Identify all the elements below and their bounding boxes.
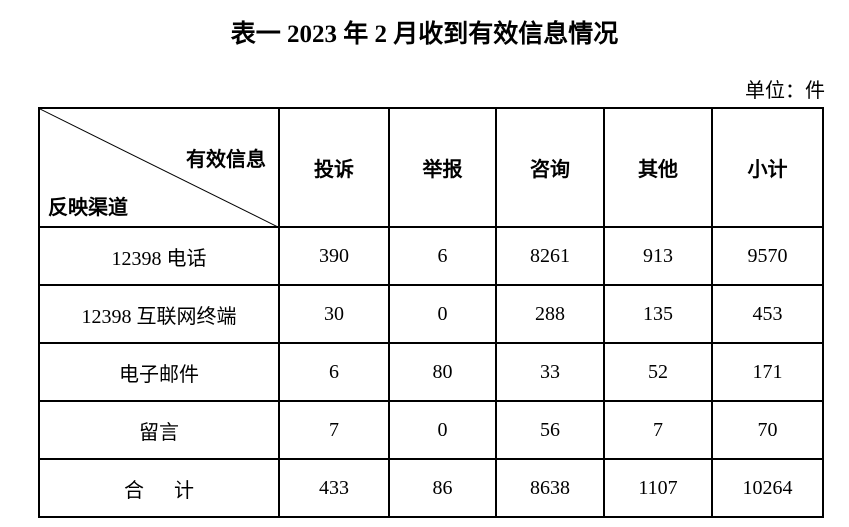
cell: 8638	[495, 458, 605, 518]
cell: 1107	[603, 458, 713, 518]
table-title: 表一 2023 年 2 月收到有效信息情况	[230, 21, 619, 48]
info-table: 有效信息 反映渠道 投诉 举报 咨询 其他 小计 12398 电话 390 6 …	[38, 107, 824, 518]
diagonal-line	[40, 109, 280, 228]
cell: 8261	[495, 226, 605, 286]
cell: 135	[603, 284, 713, 344]
total-row: 合 计 433 86 8638 1107 10264	[38, 458, 824, 518]
cell: 70	[711, 400, 824, 460]
cell: 0	[388, 284, 497, 344]
cell: 33	[495, 342, 605, 402]
column-header: 其他	[603, 107, 713, 228]
cell: 6	[278, 342, 390, 402]
cell: 7	[603, 400, 713, 460]
table-row: 留言 7 0 56 7 70	[38, 400, 824, 460]
cell: 453	[711, 284, 824, 344]
unit-label: 单位：件	[745, 80, 825, 102]
column-header: 咨询	[495, 107, 605, 228]
cell: 171	[711, 342, 824, 402]
column-header: 投诉	[278, 107, 390, 228]
row-label: 12398 互联网终端	[38, 284, 280, 344]
cell: 86	[388, 458, 497, 518]
cell: 80	[388, 342, 497, 402]
cell: 913	[603, 226, 713, 286]
cell: 56	[495, 400, 605, 460]
column-header: 举报	[388, 107, 497, 228]
cell: 6	[388, 226, 497, 286]
cell: 52	[603, 342, 713, 402]
cell: 0	[388, 400, 497, 460]
cell: 9570	[711, 226, 824, 286]
corner-bottom-label: 反映渠道	[48, 197, 128, 219]
header-row: 有效信息 反映渠道 投诉 举报 咨询 其他 小计	[38, 107, 824, 228]
row-label: 合 计	[38, 458, 280, 518]
cell: 433	[278, 458, 390, 518]
column-header: 小计	[711, 107, 824, 228]
corner-top-label: 有效信息	[186, 149, 266, 171]
cell: 390	[278, 226, 390, 286]
table-row: 12398 互联网终端 30 0 288 135 453	[38, 284, 824, 344]
table-row: 电子邮件 6 80 33 52 171	[38, 342, 824, 402]
corner-cell: 有效信息 反映渠道	[38, 107, 280, 228]
cell: 30	[278, 284, 390, 344]
cell: 10264	[711, 458, 824, 518]
row-label: 电子邮件	[38, 342, 280, 402]
cell: 7	[278, 400, 390, 460]
table-row: 12398 电话 390 6 8261 913 9570	[38, 226, 824, 286]
cell: 288	[495, 284, 605, 344]
row-label: 留言	[38, 400, 280, 460]
row-label: 12398 电话	[38, 226, 280, 286]
